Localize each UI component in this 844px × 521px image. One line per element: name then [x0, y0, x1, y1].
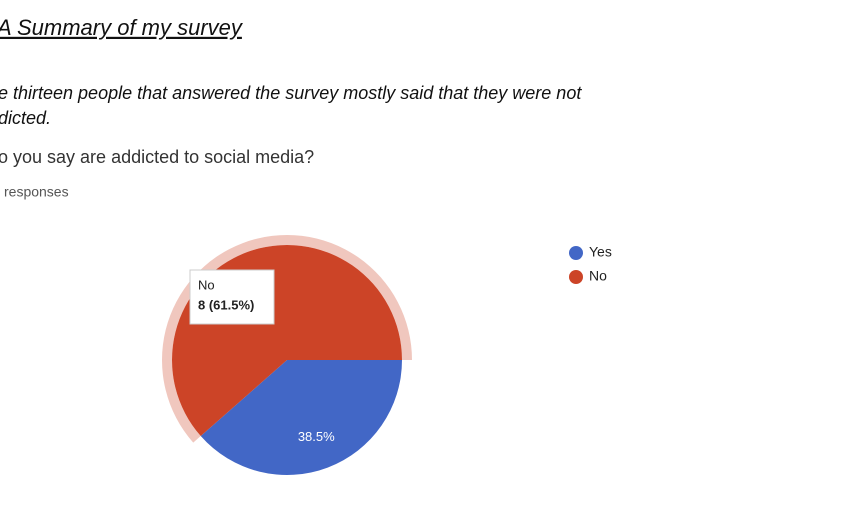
slice-label: 38.5%	[298, 429, 335, 444]
legend-label: Yes	[589, 244, 612, 260]
tooltip-box	[189, 269, 275, 325]
legend-swatch	[569, 246, 583, 260]
chart-title: o you say are addicted to social media?	[0, 147, 314, 167]
summary-line: dicted.	[0, 108, 51, 128]
tooltip-text: 8 (61.5%)	[198, 297, 254, 312]
summary-line: e thirteen people that answered the surv…	[0, 83, 582, 103]
tooltip-title: No	[198, 277, 215, 292]
legend-label: No	[589, 268, 607, 284]
pie-slice	[200, 360, 402, 475]
doc-title: A Summary of my survey	[0, 15, 244, 40]
legend-swatch	[569, 270, 583, 284]
slice-highlight	[162, 235, 412, 443]
chart-subtitle: responses	[4, 184, 69, 200]
